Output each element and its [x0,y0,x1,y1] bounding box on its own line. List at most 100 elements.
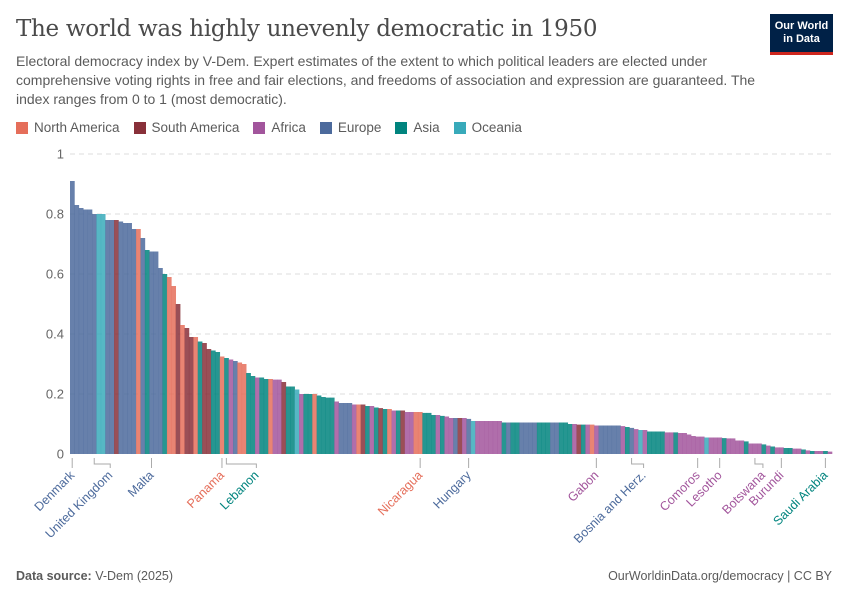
footer-link[interactable]: OurWorldinData.org/democracy | CC BY [608,569,832,583]
legend-item-north-america[interactable]: North America [16,120,120,135]
bar[interactable] [334,401,339,455]
bar[interactable] [136,229,141,454]
bar[interactable] [109,220,115,454]
bar[interactable] [669,432,674,454]
bar[interactable] [153,251,159,455]
bar[interactable] [664,432,670,454]
bar[interactable] [140,238,146,454]
bar[interactable] [567,424,573,454]
bar[interactable] [748,443,754,455]
bar[interactable] [312,394,317,454]
bar[interactable] [572,424,577,454]
bar[interactable] [827,451,833,454]
bar[interactable] [796,448,802,454]
bar[interactable] [523,422,529,455]
bar[interactable] [510,422,516,455]
bar[interactable] [801,449,806,455]
bar[interactable] [404,412,410,454]
bar[interactable] [351,404,357,455]
bar[interactable] [484,421,489,454]
bar[interactable] [770,446,776,455]
bar[interactable] [783,448,789,454]
bar[interactable] [356,404,362,455]
bar[interactable] [87,209,93,455]
bar[interactable] [809,451,815,454]
bar[interactable] [224,358,229,454]
bar[interactable] [765,445,771,454]
bar[interactable] [114,220,119,454]
bar[interactable] [448,418,454,454]
bar[interactable] [624,427,630,454]
bar[interactable] [602,425,608,455]
bar[interactable] [589,424,595,454]
bar[interactable] [149,251,154,455]
bar[interactable] [550,422,555,455]
bar[interactable] [263,379,269,454]
bar[interactable] [563,422,569,455]
bar[interactable] [536,422,542,455]
bar[interactable] [633,429,639,454]
bar[interactable] [792,448,798,454]
bar[interactable] [219,356,225,455]
bar[interactable] [417,412,423,454]
bar[interactable] [682,433,687,454]
bar[interactable] [193,337,199,454]
bar[interactable] [316,395,322,455]
bar[interactable] [752,443,758,455]
bar[interactable] [708,437,714,455]
bar[interactable] [457,418,463,454]
bar[interactable] [378,408,384,454]
bar[interactable] [757,443,762,455]
bar[interactable] [188,337,194,454]
bar[interactable] [470,421,476,454]
bar[interactable] [739,440,745,455]
bar[interactable] [598,425,604,455]
bar[interactable] [713,437,718,455]
bar[interactable] [127,223,132,454]
bar[interactable] [686,434,692,455]
bar[interactable] [387,409,392,454]
bar[interactable] [400,410,406,455]
bar[interactable] [184,328,190,454]
bar[interactable] [647,431,652,455]
bar[interactable] [382,409,388,454]
bar[interactable] [329,397,335,454]
bar[interactable] [726,438,731,454]
bar[interactable] [594,425,599,455]
bar[interactable] [519,422,524,455]
bar[interactable] [761,444,767,454]
bar[interactable] [232,361,238,454]
bar[interactable] [545,422,551,455]
bar[interactable] [805,450,811,454]
bar[interactable] [823,451,828,454]
bar[interactable] [281,382,287,454]
bar[interactable] [360,404,366,455]
bar[interactable] [691,436,696,454]
bar[interactable] [92,214,97,454]
legend-item-asia[interactable]: Asia [395,120,440,135]
bar[interactable] [444,416,450,455]
bar[interactable] [558,422,564,455]
bar[interactable] [497,421,502,454]
source-value[interactable]: V-Dem (2025) [95,569,174,583]
bar[interactable] [514,422,520,455]
bar[interactable] [743,441,749,454]
bar[interactable] [96,214,102,454]
bar[interactable] [677,433,683,454]
bar[interactable] [638,430,643,454]
bar[interactable] [616,425,621,455]
bar[interactable] [365,406,370,454]
bar[interactable] [321,397,326,454]
bar[interactable] [162,274,168,454]
bar[interactable] [343,403,348,454]
bar[interactable] [74,205,80,454]
bar[interactable] [83,209,88,455]
bar[interactable] [413,412,419,454]
bar[interactable] [814,451,820,454]
bar[interactable] [475,421,480,454]
bar[interactable] [730,438,736,454]
bar[interactable] [228,359,234,455]
bar[interactable] [122,223,128,454]
bar[interactable] [655,431,661,455]
bar[interactable] [369,406,375,454]
